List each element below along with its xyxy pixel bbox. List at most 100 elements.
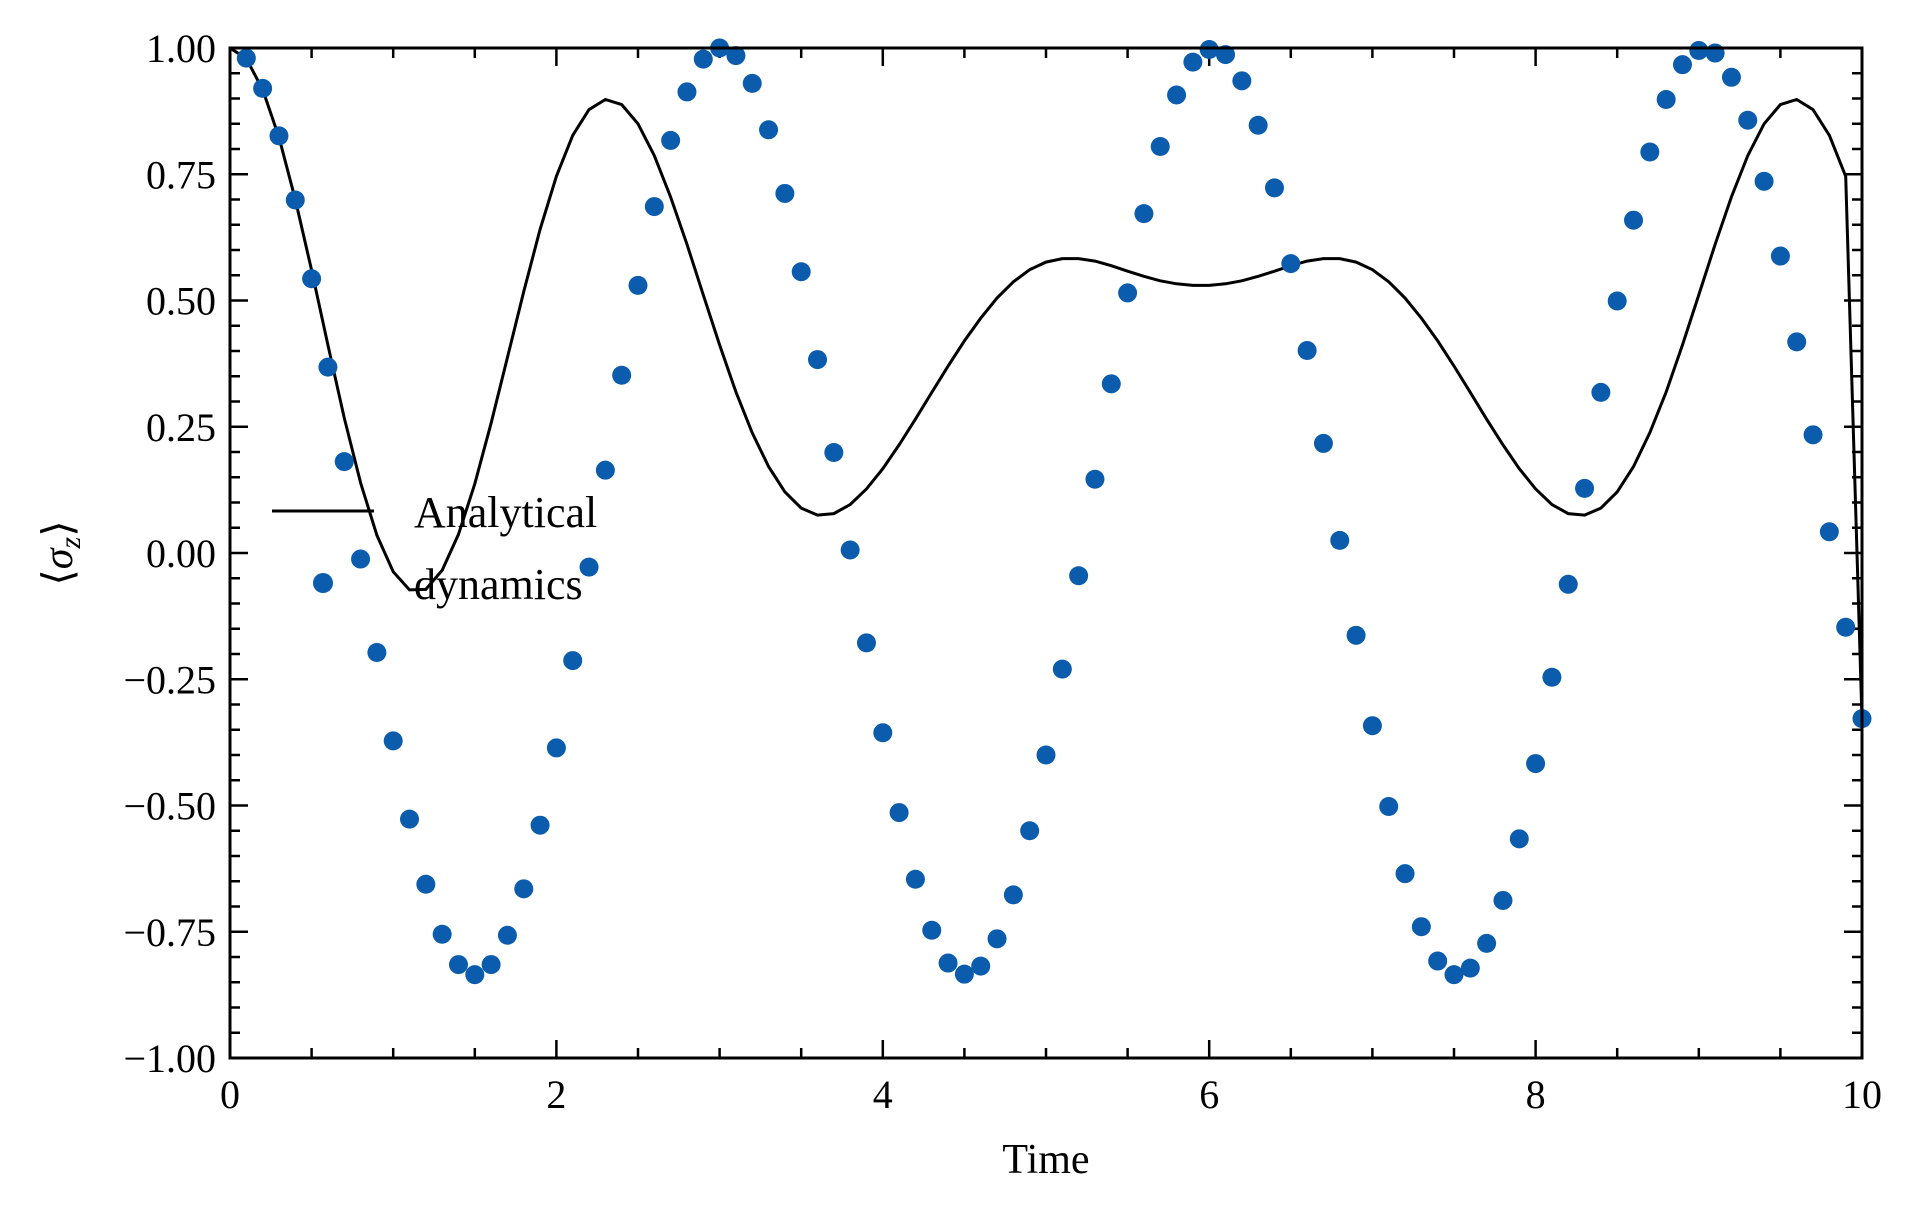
series-line-analytical bbox=[229, 46, 1864, 720]
data-point-dynamics bbox=[661, 130, 681, 150]
y-tick-label: −1.00 bbox=[123, 1036, 216, 1081]
data-point-dynamics bbox=[1085, 469, 1105, 489]
data-point-dynamics bbox=[759, 120, 779, 140]
x-tick-label: 0 bbox=[220, 1072, 240, 1117]
data-point-dynamics bbox=[1689, 41, 1709, 61]
data-point-dynamics bbox=[1003, 885, 1023, 905]
data-point-dynamics bbox=[448, 955, 468, 975]
data-point-dynamics bbox=[302, 269, 322, 289]
data-point-dynamics bbox=[1656, 90, 1676, 110]
data-point-dynamics bbox=[824, 443, 844, 463]
data-point-dynamics bbox=[1444, 965, 1464, 985]
plot-area bbox=[229, 38, 1872, 985]
data-point-dynamics bbox=[595, 460, 615, 480]
data-point-dynamics bbox=[334, 452, 354, 472]
data-point-dynamics bbox=[693, 49, 713, 69]
data-point-dynamics bbox=[1183, 52, 1203, 72]
data-point-dynamics bbox=[563, 651, 583, 671]
data-point-dynamics bbox=[922, 920, 942, 940]
data-point-dynamics bbox=[465, 965, 485, 985]
data-point-dynamics bbox=[1477, 933, 1497, 953]
y-axis-label-sigma: σ bbox=[36, 546, 82, 569]
data-point-dynamics bbox=[1803, 425, 1823, 445]
y-tick-label: 0.25 bbox=[146, 405, 216, 450]
data-point-dynamics bbox=[1020, 821, 1040, 841]
data-point-dynamics bbox=[1395, 864, 1415, 884]
x-tick-label: 10 bbox=[1842, 1072, 1882, 1117]
y-tick-label: 1.00 bbox=[146, 26, 216, 71]
x-tick-label: 2 bbox=[546, 1072, 566, 1117]
y-tick-label: −0.25 bbox=[123, 657, 216, 702]
data-point-dynamics bbox=[1428, 951, 1448, 971]
x-tick-label: 6 bbox=[1199, 1072, 1219, 1117]
data-point-dynamics bbox=[269, 126, 289, 146]
data-point-dynamics bbox=[1509, 829, 1529, 849]
data-point-dynamics bbox=[400, 809, 420, 829]
legend: Analytical dynamics bbox=[272, 488, 597, 609]
data-point-dynamics bbox=[514, 879, 534, 899]
data-point-dynamics bbox=[1232, 71, 1252, 91]
data-point-dynamics bbox=[889, 803, 909, 823]
data-point-dynamics bbox=[1575, 478, 1595, 498]
data-point-dynamics bbox=[1460, 958, 1480, 978]
data-point-dynamics bbox=[1493, 890, 1513, 910]
data-point-dynamics bbox=[1672, 55, 1692, 75]
data-point-dynamics bbox=[416, 874, 436, 894]
data-point-dynamics bbox=[1297, 340, 1317, 360]
data-point-dynamics bbox=[742, 73, 762, 93]
data-point-dynamics bbox=[612, 365, 632, 385]
data-point-dynamics bbox=[775, 183, 795, 203]
data-point-dynamics bbox=[1346, 625, 1366, 645]
data-point-dynamics bbox=[432, 924, 452, 944]
data-point-dynamics bbox=[236, 48, 256, 68]
data-point-dynamics bbox=[1118, 283, 1138, 303]
data-point-dynamics bbox=[938, 953, 958, 973]
data-point-dynamics bbox=[1542, 667, 1562, 687]
legend-dot-swatch bbox=[313, 573, 333, 593]
data-point-dynamics bbox=[481, 955, 501, 975]
data-point-dynamics bbox=[1069, 566, 1089, 586]
y-axis-label: ⟨σz⟩ bbox=[36, 520, 87, 585]
data-point-dynamics bbox=[253, 78, 273, 98]
data-point-dynamics bbox=[1819, 522, 1839, 542]
legend-label-analytical: Analytical bbox=[414, 488, 597, 537]
x-axis-label: Time bbox=[1002, 1137, 1089, 1183]
data-point-dynamics bbox=[1052, 659, 1072, 679]
data-point-dynamics bbox=[351, 549, 371, 569]
svg-text:⟨σz⟩: ⟨σz⟩ bbox=[36, 520, 87, 585]
data-point-dynamics bbox=[1167, 85, 1187, 105]
data-point-dynamics bbox=[1199, 40, 1219, 60]
x-tick-label: 4 bbox=[873, 1072, 893, 1117]
y-tick-label: −0.50 bbox=[123, 784, 216, 829]
data-point-dynamics bbox=[1101, 374, 1121, 394]
data-point-dynamics bbox=[1134, 204, 1154, 224]
y-axis-label-open: ⟨ bbox=[36, 569, 82, 585]
data-point-dynamics bbox=[318, 357, 338, 377]
data-point-dynamics bbox=[1721, 67, 1741, 87]
data-point-dynamics bbox=[1362, 716, 1382, 736]
y-axis-label-close: ⟩ bbox=[36, 520, 82, 536]
data-point-dynamics bbox=[628, 275, 648, 295]
data-point-dynamics bbox=[1330, 530, 1350, 550]
data-point-dynamics bbox=[1248, 115, 1268, 135]
data-point-dynamics bbox=[808, 350, 828, 370]
data-point-dynamics bbox=[840, 540, 860, 560]
data-point-dynamics bbox=[1640, 142, 1660, 162]
data-point-dynamics bbox=[546, 738, 566, 758]
data-point-dynamics bbox=[791, 262, 811, 282]
data-point-dynamics bbox=[1216, 45, 1236, 65]
data-point-dynamics bbox=[1591, 382, 1611, 402]
data-point-dynamics bbox=[971, 956, 991, 976]
data-point-dynamics bbox=[530, 815, 550, 835]
data-point-dynamics bbox=[1313, 433, 1333, 453]
x-tick-label: 8 bbox=[1526, 1072, 1546, 1117]
data-point-dynamics bbox=[644, 197, 664, 217]
y-tick-label: 0.00 bbox=[146, 531, 216, 576]
y-tick-label: 0.50 bbox=[146, 279, 216, 324]
data-point-dynamics bbox=[987, 929, 1007, 949]
data-point-dynamics bbox=[1526, 754, 1546, 774]
data-point-dynamics bbox=[1754, 171, 1774, 191]
data-point-dynamics bbox=[1281, 254, 1301, 274]
